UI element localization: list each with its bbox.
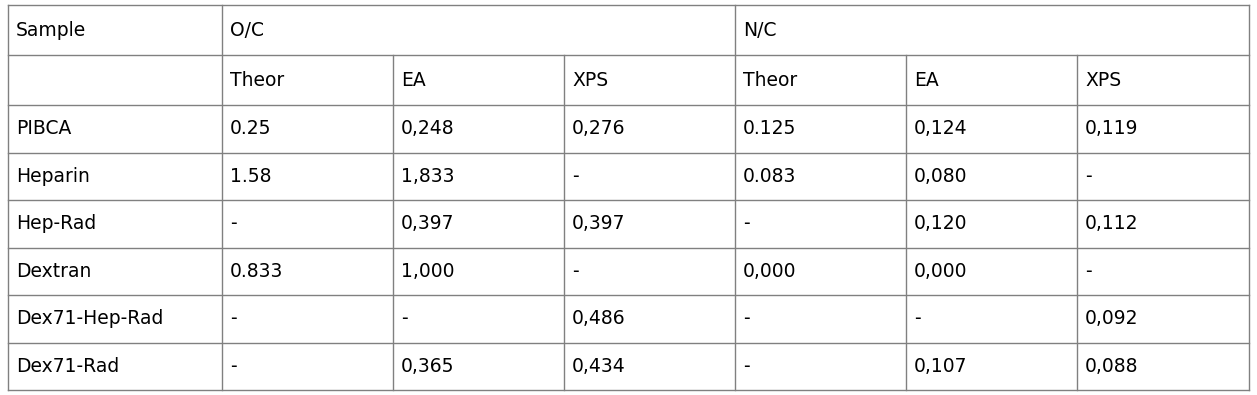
Text: N/C: N/C [743,21,777,40]
Text: EA: EA [914,70,939,90]
Text: 0,276: 0,276 [572,119,626,138]
Text: -: - [743,214,749,233]
Text: O/C: O/C [230,21,264,40]
Text: 0.125: 0.125 [743,119,797,138]
Text: 0,365: 0,365 [401,357,455,376]
Text: 0,124: 0,124 [914,119,968,138]
Text: 0,119: 0,119 [1085,119,1139,138]
Text: 0,107: 0,107 [914,357,968,376]
Text: Theor: Theor [743,70,797,90]
Text: -: - [743,357,749,376]
Text: 1,000: 1,000 [401,262,455,281]
Text: 0,000: 0,000 [914,262,968,281]
Text: -: - [914,309,920,328]
Text: 0,120: 0,120 [914,214,968,233]
Text: Sample: Sample [16,21,87,40]
Text: 0,088: 0,088 [1085,357,1139,376]
Text: 0,397: 0,397 [401,214,455,233]
Text: 0.083: 0.083 [743,167,797,186]
Text: 0,397: 0,397 [572,214,626,233]
Text: Dex71-Rad: Dex71-Rad [16,357,119,376]
Text: 1,833: 1,833 [401,167,455,186]
Text: Theor: Theor [230,70,284,90]
Text: -: - [1085,262,1091,281]
Text: 1.58: 1.58 [230,167,272,186]
Text: -: - [1085,167,1091,186]
Text: EA: EA [401,70,426,90]
Text: 0,000: 0,000 [743,262,797,281]
Text: -: - [230,214,236,233]
Text: 0,248: 0,248 [401,119,455,138]
Text: Hep-Rad: Hep-Rad [16,214,97,233]
Text: Heparin: Heparin [16,167,89,186]
Text: -: - [230,309,236,328]
Text: -: - [743,309,749,328]
Text: 0.833: 0.833 [230,262,283,281]
Text: 0,434: 0,434 [572,357,626,376]
Text: -: - [230,357,236,376]
Text: 0,486: 0,486 [572,309,626,328]
Text: 0,112: 0,112 [1085,214,1139,233]
Text: Dextran: Dextran [16,262,92,281]
Text: XPS: XPS [1085,70,1121,90]
Text: -: - [401,309,407,328]
Text: 0.25: 0.25 [230,119,272,138]
Text: PIBCA: PIBCA [16,119,72,138]
Text: Dex71-Hep-Rad: Dex71-Hep-Rad [16,309,163,328]
Text: XPS: XPS [572,70,608,90]
Text: 0,080: 0,080 [914,167,968,186]
Text: 0,092: 0,092 [1085,309,1139,328]
Text: -: - [572,167,578,186]
Text: -: - [572,262,578,281]
